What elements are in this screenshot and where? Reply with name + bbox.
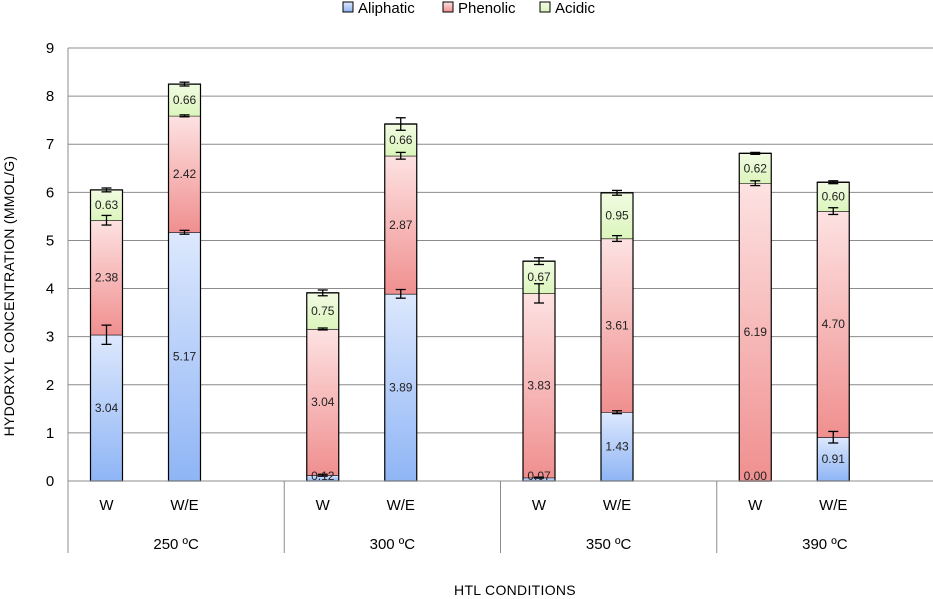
legend-swatch-phenolic [442, 1, 454, 13]
legend: Aliphatic Phenolic Acidic [342, 0, 596, 17]
bar-segment-acidic [168, 84, 201, 116]
y-tick-label: 1 [46, 425, 54, 442]
data-label: 5.17 [173, 350, 197, 364]
data-label: 3.04 [95, 401, 119, 415]
data-label: 3.04 [311, 395, 335, 409]
bar-segment-phenolic [384, 155, 417, 294]
bar-segment-phenolic [739, 183, 772, 482]
group-label: 350 ºC [586, 536, 632, 553]
data-label: 0.07 [527, 469, 551, 483]
y-tick-label: 2 [46, 377, 54, 394]
data-label: 1.43 [605, 440, 629, 454]
bar-label: W [316, 497, 331, 514]
data-label: 3.83 [527, 378, 551, 392]
group-label: 300 ºC [370, 536, 416, 553]
bar-segment-aliphatic [601, 412, 633, 481]
data-label: 6.19 [744, 325, 768, 339]
y-tick-label: 3 [46, 329, 54, 346]
bar-label: W/E [603, 497, 631, 514]
bar-label: W/E [819, 497, 847, 514]
data-label: 0.66 [389, 133, 413, 147]
y-tick-label: 5 [46, 232, 54, 249]
bar-label: W [748, 497, 763, 514]
data-label: 2.87 [389, 218, 413, 232]
y-tick-label: 8 [46, 88, 54, 105]
y-tick-label: 6 [46, 184, 54, 201]
bar-segment-aliphatic [523, 477, 555, 481]
legend-swatch-acidic [539, 1, 551, 13]
bar-label: W [99, 497, 114, 514]
y-axis-title: HYDORXYL CONCENTRATION (MMOL/G) [1, 156, 17, 437]
bar-segment-aliphatic [384, 293, 417, 481]
data-label: 0.12 [311, 469, 335, 483]
data-label: 0.60 [822, 190, 846, 204]
bar-segment-acidic [739, 153, 772, 184]
bar-segment-phenolic [601, 238, 633, 413]
data-label: 0.91 [822, 452, 846, 466]
data-label: 0.75 [311, 304, 335, 318]
data-label: 2.38 [95, 270, 119, 284]
data-label: 2.42 [173, 167, 197, 181]
data-label: 3.89 [389, 380, 413, 394]
bar-label: W [532, 497, 547, 514]
y-tick-label: 0 [46, 473, 54, 490]
bar-segment-phenolic [523, 293, 555, 478]
error-bars [101, 81, 839, 479]
bar-segment-aliphatic [168, 232, 201, 481]
group-label: 250 ºC [153, 536, 199, 553]
legend-label: Aliphatic [358, 0, 415, 17]
axes: 0 1 2 3 4 5 6 7 8 9 250 ºC W W/E 300 ºC W W/E 350 ºC W W/E… [46, 40, 933, 553]
y-tick-label: 7 [46, 136, 54, 153]
data-label: 0.67 [527, 270, 551, 284]
bar-segment-aliphatic [817, 437, 850, 481]
bar-segment-aliphatic [90, 334, 123, 481]
legend-label: Acidic [555, 0, 596, 17]
bar-segment-phenolic [306, 328, 339, 476]
legend-label: Phenolic [458, 0, 516, 17]
legend-swatch-aliphatic [342, 1, 354, 13]
group-label: 390 ºC [802, 536, 848, 553]
data-label: 0.62 [744, 161, 768, 175]
bars [89, 83, 850, 482]
data-label: 0.66 [173, 93, 197, 107]
bar-segment-phenolic [90, 220, 123, 335]
data-label: 0.63 [95, 198, 119, 212]
data-labels: 3.04 2.38 0.63 5.17 2.42 0.66 0.12 3.04 0.75 3.89… [95, 93, 845, 483]
bar-segment-phenolic [168, 115, 201, 233]
bar-segment-phenolic [817, 211, 850, 438]
gridlines [68, 47, 933, 434]
x-axis-title: HTL CONDITIONS [454, 582, 576, 598]
bar-segment-acidic [306, 292, 339, 329]
y-tick-label: 9 [46, 40, 54, 57]
bar-segment-acidic [817, 182, 850, 212]
bar-label: W/E [170, 497, 198, 514]
bar-segment-acidic [601, 192, 633, 239]
data-label: 0.95 [605, 209, 629, 223]
data-label: 0.00 [744, 469, 768, 483]
data-label: 3.61 [605, 318, 629, 332]
bar-segment-aliphatic [306, 475, 339, 481]
y-tick-label: 4 [46, 281, 54, 298]
bar-label: W/E [387, 497, 415, 514]
data-label: 4.70 [822, 317, 846, 331]
